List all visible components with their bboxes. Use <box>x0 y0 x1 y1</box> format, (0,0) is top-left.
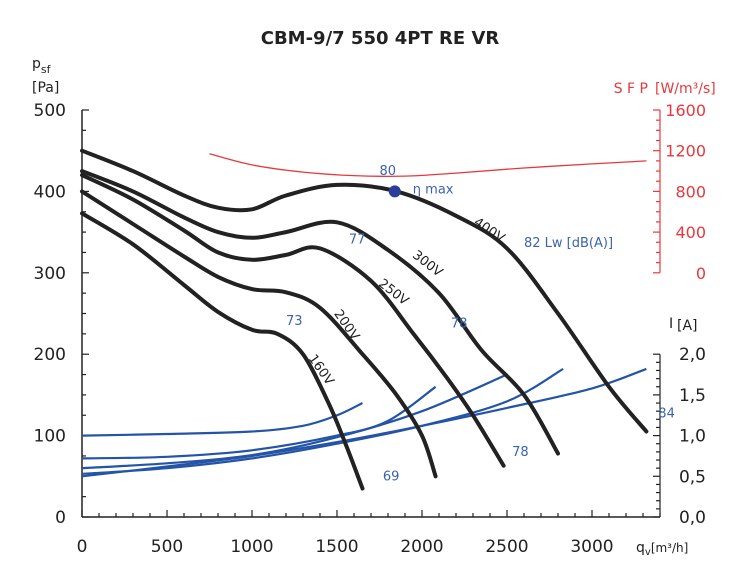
current-axis-label: I [A] <box>669 316 698 334</box>
x-tick-label: 1500 <box>315 537 358 557</box>
x-tick-label: 3000 <box>570 537 613 557</box>
current-curve-i-250v <box>81 373 508 470</box>
pressure-curve-300v <box>80 169 560 456</box>
eta-max-label: η max <box>413 182 454 197</box>
sfp-axis-symbol: S F P <box>614 81 648 97</box>
x-axis-subscript: v <box>645 547 651 558</box>
left-tick-label: 300 <box>34 264 66 284</box>
voltage-label-300v: 300V <box>409 248 445 281</box>
current-tick-label: 1,0 <box>679 427 706 447</box>
x-axis-unit: [m³/h] <box>651 541 689 555</box>
sfp-tick-label: 0 <box>696 264 706 283</box>
sfp-tick-label: 400 <box>675 223 706 242</box>
left-axis-subscript: sf <box>41 63 52 76</box>
pressure-curve-400v <box>80 148 649 434</box>
left-tick-label: 200 <box>34 345 66 365</box>
current-axis-unit: [A] <box>677 318 698 334</box>
sfp-tick-label: 1200 <box>665 142 706 161</box>
current-tick-label: 2,0 <box>679 345 706 365</box>
x-tick-label: 2000 <box>400 537 443 557</box>
pressure-curve-250v <box>80 173 506 468</box>
left-axis-unit: [Pa] <box>32 80 59 96</box>
current-axis-symbol: I <box>669 316 673 332</box>
pressure-curve-160v <box>80 211 365 491</box>
voltage-label-160v: 160V <box>305 352 337 388</box>
sfp-tick-label: 800 <box>675 182 706 201</box>
sfp-axis-label: S F P [W/m³/s] <box>614 81 716 97</box>
current-curve-i-400v <box>81 367 647 478</box>
x-tick-label: 0 <box>77 537 88 557</box>
sound-level-label: 73 <box>286 314 303 329</box>
chart-title: CBM-9/7 550 4PT RE VR <box>261 28 500 49</box>
sound-level-label: 80 <box>380 164 397 179</box>
svg-text:psf: psf <box>32 56 52 76</box>
voltage-label-400v: 400V <box>471 215 507 246</box>
left-axis-symbol: p <box>32 56 41 72</box>
x-axis-symbol: q <box>636 540 645 556</box>
svg-text:qv[m³/h]: qv[m³/h] <box>636 540 688 558</box>
left-tick-label: 500 <box>34 101 66 121</box>
current-curve-i-300v <box>81 367 564 475</box>
sound-level-label: 78 <box>512 445 529 460</box>
left-axis-label: psf [Pa] <box>32 56 59 96</box>
left-tick-label: 0 <box>55 508 66 528</box>
sfp-curve <box>209 153 647 177</box>
eta-max-marker <box>388 185 401 198</box>
current-tick-label: 1,5 <box>679 386 706 406</box>
sound-level-label: 78 <box>451 316 468 331</box>
current-tick-label: 0,0 <box>679 508 706 528</box>
current-curve-i-160v <box>81 402 363 437</box>
sound-level-label: 77 <box>349 232 366 247</box>
x-tick-label: 2500 <box>485 537 528 557</box>
sound-level-label: 84 <box>658 407 675 422</box>
current-tick-label: 0,5 <box>679 467 706 487</box>
x-tick-label: 500 <box>151 537 183 557</box>
x-axis-label: qv[m³/h] <box>636 540 688 558</box>
current-curve-i-200v <box>81 385 437 460</box>
pressure-curve-200v <box>80 189 438 479</box>
sound-level-label: 69 <box>383 469 400 484</box>
sfp-tick-label: 1600 <box>665 101 706 120</box>
x-tick-label: 1000 <box>230 537 273 557</box>
sfp-axis-unit: [W/m³/s] <box>655 81 716 97</box>
sound-level-label: 82 Lw [dB(A)] <box>524 236 613 251</box>
left-tick-label: 400 <box>34 182 66 202</box>
left-tick-label: 100 <box>34 427 66 447</box>
